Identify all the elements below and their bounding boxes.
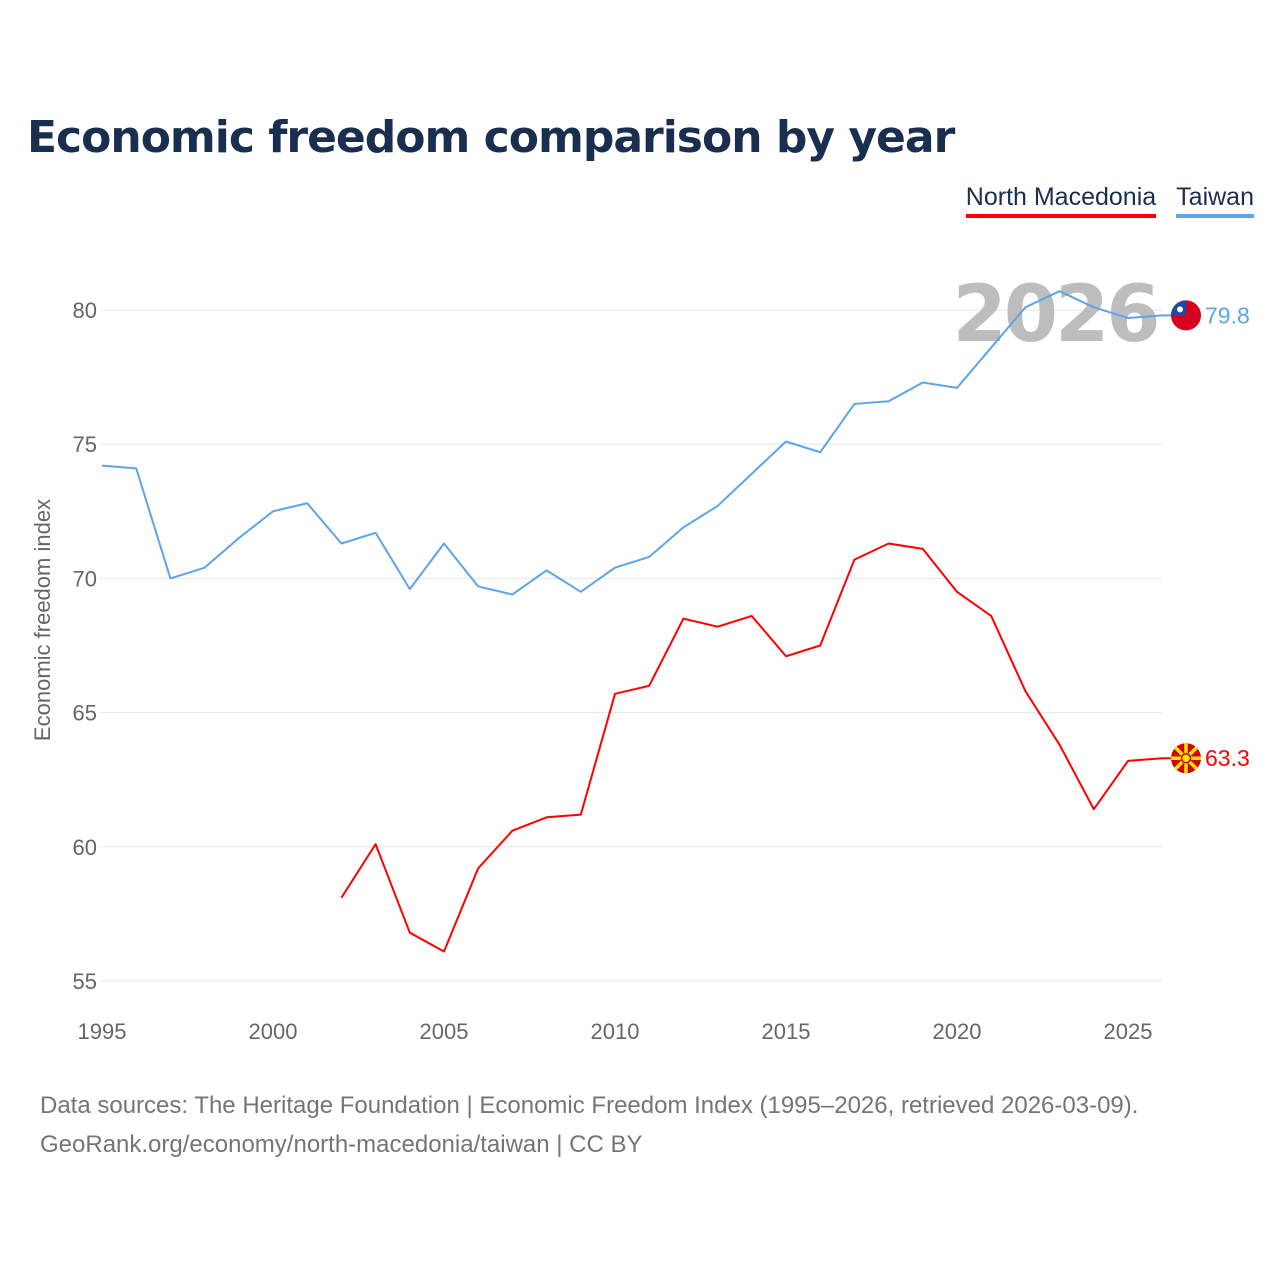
y-axis-label: Economic freedom index	[30, 499, 55, 741]
footer-link[interactable]: GeoRank.org/economy/north-macedonia/taiw…	[40, 1131, 643, 1158]
legend-north-macedonia[interactable]: North Macedonia	[965, 183, 1157, 218]
end-label-north-macedonia: 63.3	[1205, 745, 1250, 771]
x-tick-label: 1995	[78, 1019, 127, 1044]
y-tick-label: 70	[73, 566, 97, 591]
x-tick-label: 2025	[1104, 1019, 1153, 1044]
x-tick-label: 2010	[591, 1019, 640, 1044]
taiwan-flag-sun	[1177, 306, 1183, 313]
y-tick-label: 60	[73, 835, 97, 860]
y-tick-label: 75	[73, 432, 97, 457]
legend-taiwan[interactable]: Taiwan	[1176, 183, 1254, 218]
chart-title: Economic freedom comparison by year	[27, 112, 955, 163]
legend: North Macedonia Taiwan	[965, 183, 1254, 218]
flag-sun	[1180, 752, 1192, 764]
y-tick-label: 80	[73, 298, 97, 323]
year-watermark: 2026	[952, 270, 1157, 360]
x-tick-label: 2015	[762, 1019, 811, 1044]
x-tick-label: 2005	[420, 1019, 469, 1044]
x-tick-label: 2020	[933, 1019, 982, 1044]
y-tick-label: 65	[73, 701, 97, 726]
series-line-north-macedonia	[340, 542, 1172, 953]
series-line-taiwan	[101, 290, 1172, 596]
y-tick-label: 55	[73, 969, 97, 994]
x-tick-label: 2000	[249, 1019, 298, 1044]
footer: Data sources: The Heritage Foundation | …	[40, 1086, 1138, 1164]
end-label-taiwan: 79.8	[1205, 302, 1250, 328]
footer-sources: Data sources: The Heritage Foundation | …	[40, 1092, 1139, 1119]
